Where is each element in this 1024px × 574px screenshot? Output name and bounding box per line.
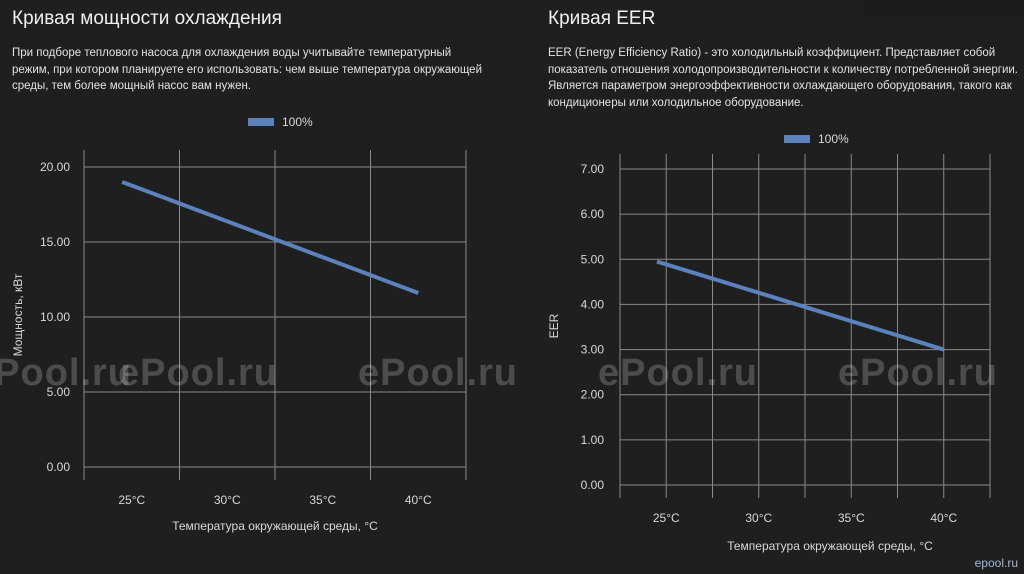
x-axis-label: Температура окружающей среды, °С [727,539,933,553]
y-tick-label: 1.00 [581,433,605,447]
y-tick-label: 5.00 [47,385,71,399]
y-tick-label: 3.00 [581,343,605,357]
eer-title: Кривая EER [548,8,656,29]
y-tick-label: 6.00 [581,207,605,221]
x-tick-label: 25°C [118,493,145,507]
cooling-power-panel: Кривая мощности охлаждения При подборе т… [11,8,482,533]
y-tick-label: 4.00 [581,297,605,311]
y-tick-label: 7.00 [581,162,605,176]
x-tick-label: 35°C [838,511,865,525]
y-tick-label: 10.00 [40,310,70,324]
x-tick-label: 35°C [309,493,336,507]
x-tick-label: 40°C [405,493,432,507]
x-tick-label: 30°C [745,511,772,525]
y-tick-label: 2.00 [581,388,605,402]
y-axis-label: Мощность, кВт [11,273,25,356]
y-tick-label: 15.00 [40,235,70,249]
x-tick-label: 25°C [653,511,680,525]
legend-label: 100% [818,132,849,146]
legend-swatch [784,135,810,143]
legend-swatch [248,118,274,126]
y-tick-label: 5.00 [581,252,605,266]
y-tick-label: 0.00 [581,478,605,492]
eer-chart: 0.00 1.00 2.00 3.00 4.00 5.00 6.00 7.00 25°C 30°C… [547,132,991,553]
series-line [121,180,419,295]
series-line [656,259,945,352]
y-tick-label: 20.00 [40,160,70,174]
cooling-power-chart: 0.00 5.00 10.00 15.00 20.00 25°C 30°C 35°C 40°C Т… [11,115,467,533]
y-axis-label: EER [547,313,561,338]
eer-panel: Кривая EER EER (Energy Efficiency Ratio)… [512,0,1024,574]
y-tick-label: 0.00 [47,460,71,474]
cooling-power-description: При подборе теплового насоса для охлажде… [12,47,482,92]
x-tick-label: 40°C [930,511,957,525]
cooling-power-title: Кривая мощности охлаждения [12,8,282,29]
legend-label: 100% [282,115,313,129]
x-tick-label: 30°C [214,493,241,507]
x-axis-label: Температура окружающей среды, °С [172,519,378,533]
top-bar-strip [864,0,1024,16]
corner-watermark: epool.ru [974,556,1018,570]
eer-description: EER (Energy Efficiency Ratio) - это холо… [548,47,1018,109]
